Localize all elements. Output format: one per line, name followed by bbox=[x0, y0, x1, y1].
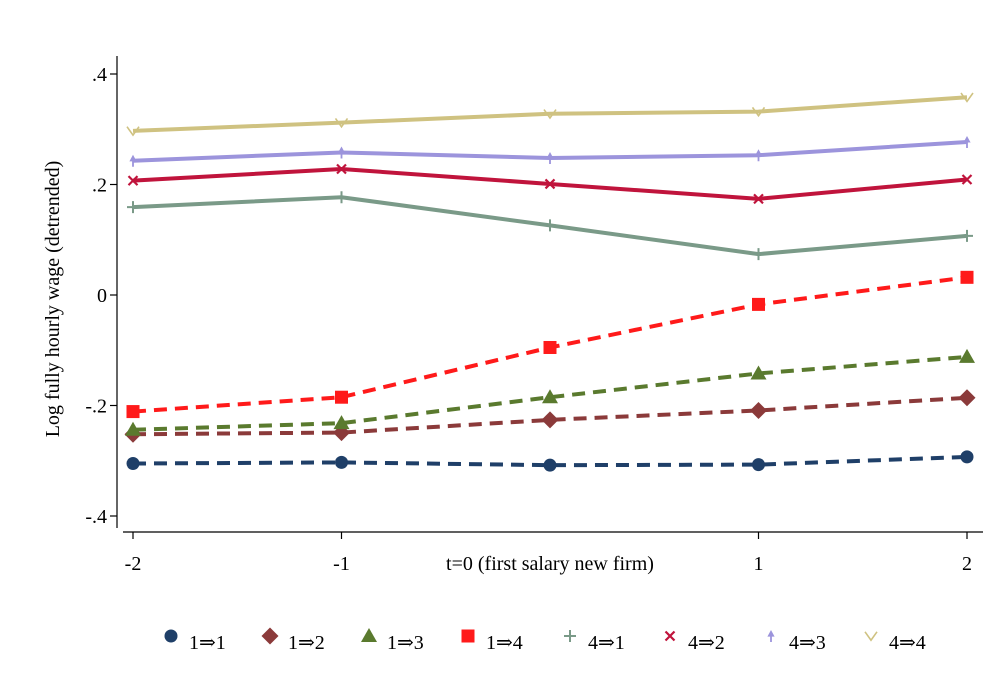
series-3-line bbox=[132, 354, 968, 432]
legend-marker bbox=[164, 629, 178, 643]
series-2-line bbox=[132, 395, 968, 437]
legend-label: 4⇒3 bbox=[789, 632, 826, 654]
y-tick-label: -.2 bbox=[85, 396, 107, 418]
series-7-point bbox=[754, 149, 763, 162]
legend-marker bbox=[461, 629, 475, 643]
series-2-point bbox=[958, 389, 976, 407]
legend-label: 1⇒4 bbox=[486, 632, 523, 654]
series-6-point bbox=[961, 174, 973, 185]
series-2-point bbox=[750, 401, 767, 419]
series-5-point bbox=[335, 191, 348, 204]
y-tick-label: .2 bbox=[92, 175, 107, 197]
series-4-point bbox=[543, 340, 557, 354]
marker-group bbox=[124, 92, 976, 472]
y-tick-label: .4 bbox=[92, 64, 107, 86]
series-7-point bbox=[546, 151, 554, 164]
series-3-point bbox=[750, 365, 767, 380]
series-8-point bbox=[751, 106, 766, 118]
series-3-point bbox=[125, 421, 141, 436]
series-6-point bbox=[336, 163, 347, 175]
legend-label: 4⇒4 bbox=[889, 632, 926, 654]
x-axis-title: t=0 (first salary new firm) bbox=[446, 553, 654, 575]
series-1-point bbox=[752, 458, 765, 472]
legend-marker bbox=[664, 630, 676, 642]
series-5-point bbox=[127, 201, 139, 214]
series-4-point bbox=[752, 297, 765, 311]
legend-label: 1⇒3 bbox=[387, 632, 424, 654]
legend-marker bbox=[864, 631, 878, 642]
series-1-line bbox=[132, 454, 968, 468]
y-tick-label: -.4 bbox=[85, 506, 107, 528]
legend-marker bbox=[261, 627, 279, 645]
legend-marker bbox=[564, 630, 576, 642]
x-tick-label: 2 bbox=[962, 553, 972, 575]
axes: -.4 -.2 0 .2 .4 -2 -1 1 2 bbox=[85, 56, 983, 575]
series-5-point bbox=[961, 229, 973, 242]
series-8-point bbox=[126, 126, 140, 137]
series-8-point bbox=[543, 109, 557, 120]
series-1-point bbox=[335, 455, 348, 469]
legend-label: 1⇒2 bbox=[288, 632, 325, 654]
series-8-line bbox=[132, 95, 968, 133]
series-3-point bbox=[959, 348, 975, 363]
legend: 1⇒1 1⇒2 1⇒3 1⇒4 4⇒1 4⇒2 4⇒3 4⇒4 bbox=[164, 627, 926, 654]
series-5-point bbox=[544, 219, 556, 232]
series-1-point bbox=[543, 458, 557, 472]
series-1-point bbox=[126, 457, 140, 471]
series-7-point bbox=[337, 146, 346, 159]
series-7-point bbox=[129, 154, 137, 167]
legend-label: 4⇒1 bbox=[588, 632, 625, 654]
series-3-point bbox=[542, 389, 558, 404]
legend-label: 4⇒2 bbox=[688, 632, 725, 654]
series-6-point bbox=[544, 178, 556, 190]
series-1-point bbox=[960, 450, 974, 464]
series-4-point bbox=[960, 270, 974, 284]
series-5-point bbox=[752, 248, 765, 261]
legend-marker bbox=[361, 628, 377, 642]
series-3-point bbox=[333, 415, 350, 430]
series-2-point bbox=[541, 411, 559, 429]
x-tick-label: 1 bbox=[754, 553, 764, 575]
legend-marker bbox=[767, 630, 775, 642]
series-8-point bbox=[334, 117, 349, 129]
x-tick-label: -1 bbox=[333, 553, 350, 575]
series-8-point bbox=[960, 92, 974, 103]
x-tick-label: -2 bbox=[125, 553, 142, 575]
series-6-point bbox=[753, 193, 764, 205]
series-4-point bbox=[126, 405, 140, 419]
y-axis-title: Log fully hourly wage (detrended) bbox=[42, 161, 64, 438]
y-tick-label: 0 bbox=[97, 285, 107, 307]
legend-label: 1⇒1 bbox=[189, 632, 226, 654]
series-7-point bbox=[963, 135, 971, 148]
series-4-point bbox=[335, 390, 348, 404]
series-6-point bbox=[127, 175, 139, 186]
